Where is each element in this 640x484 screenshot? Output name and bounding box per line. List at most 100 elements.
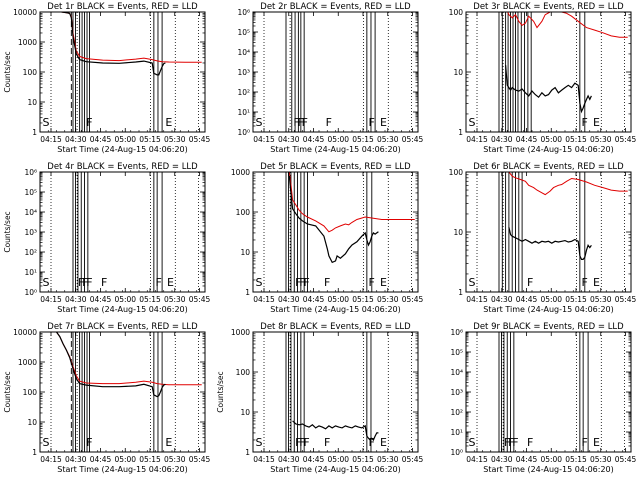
plot-frame bbox=[465, 11, 632, 133]
x-tick-label: 05:15 bbox=[352, 135, 374, 144]
x-tick-label: 04:15 bbox=[466, 455, 488, 464]
flag-marker: E bbox=[165, 436, 172, 449]
chart-title: Det 8r BLACK = Events, RED = LLD bbox=[260, 322, 411, 332]
chart-title: Det 9r BLACK = Events, RED = LLD bbox=[473, 322, 624, 332]
x-tick-label: 05:30 bbox=[377, 295, 399, 304]
y-tick-label: 10⁵ bbox=[450, 348, 463, 357]
flag-marker: F bbox=[86, 116, 92, 129]
chart-title: Det 3r BLACK = Events, RED = LLD bbox=[473, 2, 624, 12]
flag-marker: E bbox=[165, 116, 172, 129]
y-tick-label: 10² bbox=[24, 248, 37, 257]
x-tick-label: 05:00 bbox=[540, 295, 562, 304]
y-tick-label: 10² bbox=[237, 88, 250, 97]
x-tick-label: 05:45 bbox=[615, 455, 637, 464]
x-tick-label: 04:45 bbox=[90, 455, 112, 464]
flag-marker: F bbox=[369, 276, 375, 289]
flag-marker: S bbox=[255, 276, 262, 289]
flag-marker: S bbox=[255, 436, 262, 449]
flag-marker: F bbox=[298, 116, 304, 129]
x-tick-label: 04:30 bbox=[65, 135, 87, 144]
y-tick-label: 10⁰ bbox=[450, 448, 463, 457]
x-tick-label: 04:30 bbox=[278, 455, 300, 464]
x-tick-label: 05:30 bbox=[164, 295, 186, 304]
y-tick-label: 10⁰ bbox=[24, 288, 37, 297]
flag-marker: F bbox=[299, 276, 305, 289]
x-axis-label: Start Time (24-Aug-15 04:06:20) bbox=[270, 305, 401, 314]
flag-marker: S bbox=[255, 116, 262, 129]
y-tick-label: 100 bbox=[449, 8, 464, 17]
x-tick-label: 04:45 bbox=[303, 455, 325, 464]
y-tick-label: 10 bbox=[27, 418, 37, 427]
y-tick-label: 10⁴ bbox=[237, 48, 250, 57]
y-tick-label: 10 bbox=[240, 408, 250, 417]
y-axis-label: Counts/sec bbox=[216, 371, 225, 412]
y-tick-label: 10² bbox=[450, 408, 463, 417]
x-tick-label: 05:45 bbox=[615, 135, 637, 144]
x-tick-label: 04:45 bbox=[516, 135, 538, 144]
flag-marker: S bbox=[468, 116, 475, 129]
y-tick-label: 10⁴ bbox=[450, 368, 463, 377]
y-tick-label: 10⁶ bbox=[450, 328, 463, 337]
series-line-lld bbox=[507, 12, 628, 38]
x-tick-label: 05:15 bbox=[139, 455, 161, 464]
flag-marker: F bbox=[293, 116, 299, 129]
flag-marker: F bbox=[101, 276, 107, 289]
x-tick-label: 05:45 bbox=[189, 455, 211, 464]
x-axis-label: Start Time (24-Aug-15 04:06:20) bbox=[57, 145, 188, 154]
y-tick-label: 100 bbox=[236, 368, 251, 377]
flag-marker: F bbox=[303, 276, 309, 289]
flag-marker: F bbox=[82, 276, 88, 289]
y-axis-label: Counts/sec bbox=[3, 51, 12, 92]
y-tick-label: 100 bbox=[236, 208, 251, 217]
y-tick-label: 10000 bbox=[13, 8, 37, 17]
x-tick-label: 04:30 bbox=[491, 455, 513, 464]
x-tick-label: 05:15 bbox=[352, 295, 374, 304]
flag-marker: S bbox=[468, 276, 475, 289]
flag-marker: F bbox=[369, 436, 375, 449]
x-tick-label: 04:30 bbox=[65, 295, 87, 304]
x-tick-label: 04:15 bbox=[466, 295, 488, 304]
x-tick-label: 05:00 bbox=[540, 455, 562, 464]
flag-marker: F bbox=[527, 436, 533, 449]
series-line-events bbox=[292, 420, 379, 442]
flag-marker: F bbox=[504, 436, 510, 449]
x-tick-label: 05:45 bbox=[189, 135, 211, 144]
flag-marker: E bbox=[167, 276, 174, 289]
x-tick-label: 05:30 bbox=[377, 135, 399, 144]
flag-marker: E bbox=[593, 116, 600, 129]
series-line-lld bbox=[508, 172, 628, 196]
x-tick-label: 05:00 bbox=[114, 135, 136, 144]
flag-marker: S bbox=[42, 276, 49, 289]
y-tick-label: 1 bbox=[32, 128, 37, 137]
plot-frame bbox=[252, 331, 419, 453]
x-tick-label: 05:30 bbox=[590, 135, 612, 144]
y-axis-label: Counts/sec bbox=[3, 371, 12, 412]
flag-marker: F bbox=[299, 436, 305, 449]
x-axis-label: Start Time (24-Aug-15 04:06:20) bbox=[483, 465, 614, 474]
x-tick-label: 05:45 bbox=[402, 295, 424, 304]
x-tick-label: 04:45 bbox=[90, 295, 112, 304]
flag-marker: F bbox=[508, 436, 514, 449]
x-tick-label: 05:15 bbox=[565, 295, 587, 304]
flag-marker: F bbox=[86, 276, 92, 289]
y-tick-label: 1 bbox=[32, 448, 37, 457]
x-tick-label: 04:15 bbox=[40, 295, 62, 304]
flag-marker: E bbox=[380, 436, 387, 449]
chart-panel-1: Det 1r BLACK = Events, RED = LLD S F E 1 10 10… bbox=[3, 2, 211, 154]
plot-frame bbox=[39, 331, 206, 453]
x-tick-label: 05:30 bbox=[590, 295, 612, 304]
x-axis-label: Start Time (24-Aug-15 04:06:20) bbox=[270, 465, 401, 474]
series-line-lld bbox=[288, 172, 415, 233]
y-tick-label: 10⁶ bbox=[24, 168, 37, 177]
y-tick-label: 10 bbox=[240, 248, 250, 257]
chart-title: Det 2r BLACK = Events, RED = LLD bbox=[260, 2, 411, 12]
chart-title: Det 4r BLACK = Events, RED = LLD bbox=[47, 162, 198, 172]
chart-title: Det 6r BLACK = Events, RED = LLD bbox=[473, 162, 624, 172]
